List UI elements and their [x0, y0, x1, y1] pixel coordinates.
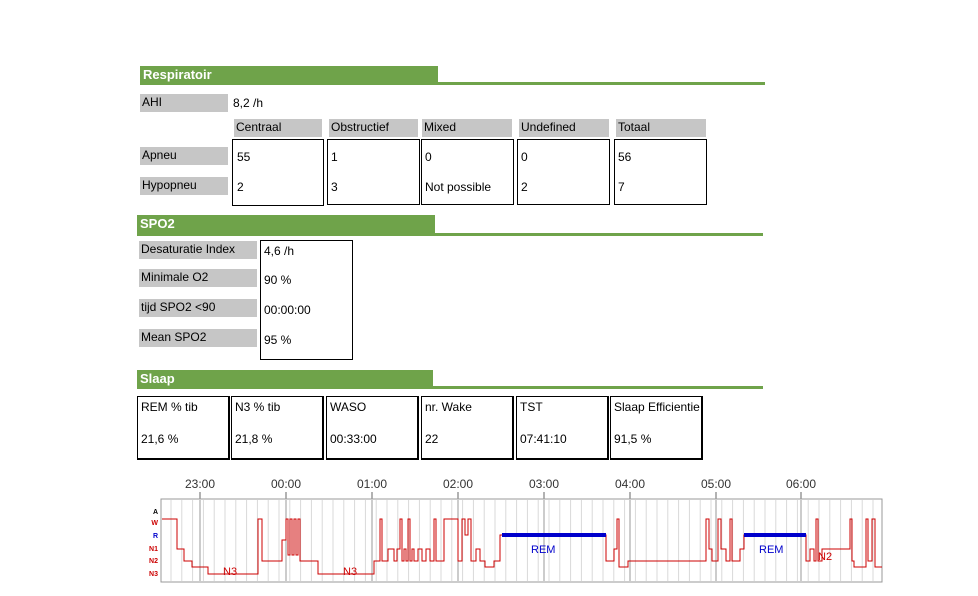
respiratoir-underline [140, 82, 765, 85]
hypnogram-trace [162, 518, 882, 575]
segment-label-n3: N3 [223, 566, 237, 578]
apneu-undefined: 0 [521, 150, 528, 164]
value-box-undefined [517, 139, 610, 205]
hypnogram: 23:00 00:00 01:00 02:00 03:00 04:00 05:00 06:00… [149, 477, 883, 583]
spo2-underline [137, 233, 763, 236]
slaap-header: Slaap [137, 370, 433, 389]
card-n3-tib-label: N3 % tib [235, 400, 281, 414]
hypopneu-mixed: Not possible [425, 180, 492, 194]
hypopneu-totaal: 7 [618, 180, 625, 194]
card-nr-wake: nr. Wake 22 [421, 396, 514, 460]
stage-label-n3: N3 [149, 571, 158, 578]
rem-bar [744, 533, 806, 537]
value-box-totaal [614, 139, 707, 205]
hypopneu-undefined: 2 [521, 180, 528, 194]
card-nr-wake-label: nr. Wake [425, 400, 472, 414]
hypopneu-obstructief: 3 [331, 180, 338, 194]
stage-label-n2: N2 [149, 558, 158, 565]
value-box-obstructief [327, 139, 420, 205]
col-header-mixed: Mixed [422, 119, 512, 137]
spo2-value-box [260, 240, 353, 360]
stage-label-n1: N1 [149, 546, 158, 553]
value-box-mixed [421, 139, 514, 205]
spo2-label-mean: Mean SPO2 [139, 329, 257, 347]
ahi-value: 8,2 /h [233, 96, 264, 110]
apneu-obstructief: 1 [331, 150, 338, 164]
time-label-0600: 06:00 [786, 477, 816, 491]
card-tst-label: TST [520, 400, 543, 414]
rem-bar [502, 533, 606, 537]
card-slaap-efficientie: Slaap Efficientie 91,5 % [610, 396, 703, 460]
stage-label-a: A [153, 509, 158, 516]
time-label-2300: 23:00 [185, 477, 215, 491]
card-waso: WASO 00:33:00 [326, 396, 419, 460]
time-label-0200: 02:00 [443, 477, 473, 491]
card-rem-tib-label: REM % tib [141, 400, 198, 414]
col-header-centraal: Centraal [234, 119, 322, 137]
col-header-totaal: Totaal [616, 119, 706, 137]
ahi-label: AHI [140, 94, 228, 112]
segment-label-rem: REM [531, 544, 555, 556]
value-box-centraal [232, 139, 324, 206]
spo2-header: SPO2 [137, 215, 435, 234]
segment-label-n3: N3 [343, 566, 357, 578]
time-label-0100: 01:00 [357, 477, 387, 491]
stage-label-w: W [151, 520, 158, 527]
col-header-obstructief: Obstructief [329, 119, 418, 137]
time-label-0000: 00:00 [271, 477, 301, 491]
card-slaap-efficientie-value: 91,5 % [614, 432, 652, 446]
slaap-underline [137, 386, 763, 389]
card-n3-tib: N3 % tib 21,8 % [231, 396, 324, 460]
respiratoir-header: Respiratoir [140, 66, 438, 84]
apneu-mixed: 0 [425, 150, 432, 164]
apneu-centraal: 55 [237, 150, 251, 164]
hypnogram-frame [160, 498, 883, 583]
card-slaap-efficientie-label: Slaap Efficientie [614, 400, 700, 414]
time-label-0300: 03:00 [529, 477, 559, 491]
card-tst: TST 07:41:10 [516, 396, 609, 460]
apneu-totaal: 56 [618, 150, 632, 164]
segment-label-rem: REM [759, 544, 783, 556]
col-header-undefined: Undefined [519, 119, 609, 137]
segment-label-n2: N2 [818, 551, 832, 563]
card-tst-value: 07:41:10 [520, 432, 567, 446]
spo2-label-minimale: Minimale O2 [139, 269, 257, 287]
card-n3-tib-value: 21,8 % [235, 432, 273, 446]
card-nr-wake-value: 22 [425, 432, 439, 446]
hypopneu-centraal: 2 [237, 180, 244, 194]
time-label-0400: 04:00 [615, 477, 645, 491]
spo2-value-mean: 95 % [264, 333, 292, 347]
spo2-value-desaturatie: 4,6 /h [264, 244, 295, 258]
spo2-label-tijd: tijd SPO2 <90 [139, 299, 257, 317]
row-label-apneu: Apneu [140, 147, 228, 165]
spo2-value-minimale: 90 % [264, 273, 292, 287]
spo2-value-tijd: 00:00:00 [264, 303, 311, 317]
card-rem-tib-value: 21,6 % [141, 432, 179, 446]
spo2-label-desaturatie: Desaturatie Index [139, 241, 257, 259]
row-label-hypopneu: Hypopneu [140, 177, 228, 195]
card-waso-value: 00:33:00 [330, 432, 377, 446]
card-rem-tib: REM % tib 21,6 % [137, 396, 230, 460]
stage-label-r: R [153, 533, 158, 540]
time-label-0500: 05:00 [701, 477, 731, 491]
card-waso-label: WASO [330, 400, 367, 414]
